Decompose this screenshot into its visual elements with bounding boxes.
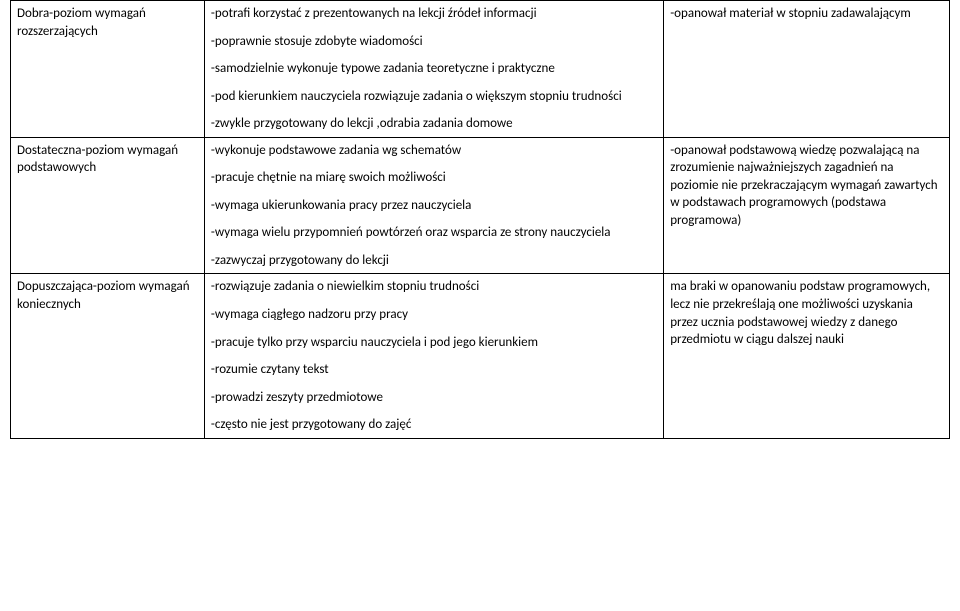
- skill-item: -samodzielnie wykonuje typowe zadania te…: [211, 60, 657, 78]
- level-cell: Dostateczna-poziom wymagań podstawowych: [11, 137, 205, 274]
- skill-item: -pracuje tylko przy wsparciu nauczyciela…: [211, 334, 657, 352]
- skill-item: -prowadzi zeszyty przedmiotowe: [211, 389, 657, 407]
- skill-item: -wymaga ukierunkowania pracy przez naucz…: [211, 197, 657, 215]
- outcome-cell: -opanował materiał w stopniu zadawalając…: [664, 1, 950, 138]
- skill-item: -wymaga wielu przypomnień powtórzeń oraz…: [211, 224, 657, 242]
- skill-item: -potrafi korzystać z prezentowanych na l…: [211, 5, 657, 23]
- skills-cell: -potrafi korzystać z prezentowanych na l…: [204, 1, 663, 138]
- skill-item: -poprawnie stosuje zdobyte wiadomości: [211, 33, 657, 51]
- skill-item: -rozumie czytany tekst: [211, 361, 657, 379]
- skills-cell: -rozwiązuje zadania o niewielkim stopniu…: [204, 274, 663, 438]
- skill-item: -pracuje chętnie na miarę swoich możliwo…: [211, 169, 657, 187]
- outcome-cell: ma braki w opanowaniu podstaw programowy…: [664, 274, 950, 438]
- skill-item: -pod kierunkiem nauczyciela rozwiązuje z…: [211, 88, 657, 106]
- skill-item: -wykonuje podstawowe zadania wg schemató…: [211, 142, 657, 160]
- skill-item: -wymaga ciągłego nadzoru przy pracy: [211, 306, 657, 324]
- criteria-table: Dobra-poziom wymagań rozszerzających -po…: [10, 0, 950, 439]
- table-row: Dopuszczająca-poziom wymagań koniecznych…: [11, 274, 950, 438]
- level-cell: Dopuszczająca-poziom wymagań koniecznych: [11, 274, 205, 438]
- table-row: Dobra-poziom wymagań rozszerzających -po…: [11, 1, 950, 138]
- skill-item: -często nie jest przygotowany do zajęć: [211, 416, 657, 434]
- level-cell: Dobra-poziom wymagań rozszerzających: [11, 1, 205, 138]
- skill-item: -zazwyczaj przygotowany do lekcji: [211, 252, 657, 270]
- skills-cell: -wykonuje podstawowe zadania wg schemató…: [204, 137, 663, 274]
- outcome-cell: -opanował podstawową wiedzę pozwalającą …: [664, 137, 950, 274]
- skill-item: -zwykle przygotowany do lekcji ,odrabia …: [211, 115, 657, 133]
- skill-item: -rozwiązuje zadania o niewielkim stopniu…: [211, 278, 657, 296]
- table-row: Dostateczna-poziom wymagań podstawowych …: [11, 137, 950, 274]
